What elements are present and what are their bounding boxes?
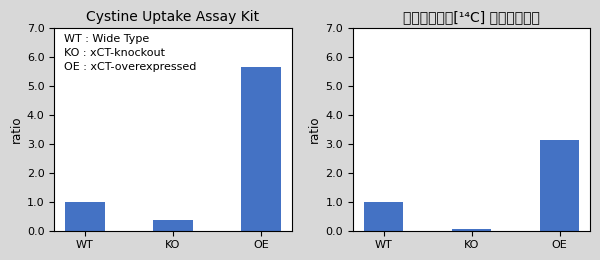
Bar xyxy=(241,67,281,231)
Title: 放射性同位体[¹⁴C] 標識シスチン: 放射性同位体[¹⁴C] 標識シスチン xyxy=(403,10,540,24)
Y-axis label: ratio: ratio xyxy=(308,115,322,143)
Bar xyxy=(452,229,491,231)
Text: WT : Wide Type
KO : xCT-knockout
OE : xCT-overexpressed: WT : Wide Type KO : xCT-knockout OE : xC… xyxy=(64,34,196,72)
Bar xyxy=(364,202,403,231)
Y-axis label: ratio: ratio xyxy=(10,115,23,143)
Bar xyxy=(540,140,580,231)
Bar xyxy=(65,202,105,231)
Bar xyxy=(153,220,193,231)
Title: Cystine Uptake Assay Kit: Cystine Uptake Assay Kit xyxy=(86,10,260,24)
